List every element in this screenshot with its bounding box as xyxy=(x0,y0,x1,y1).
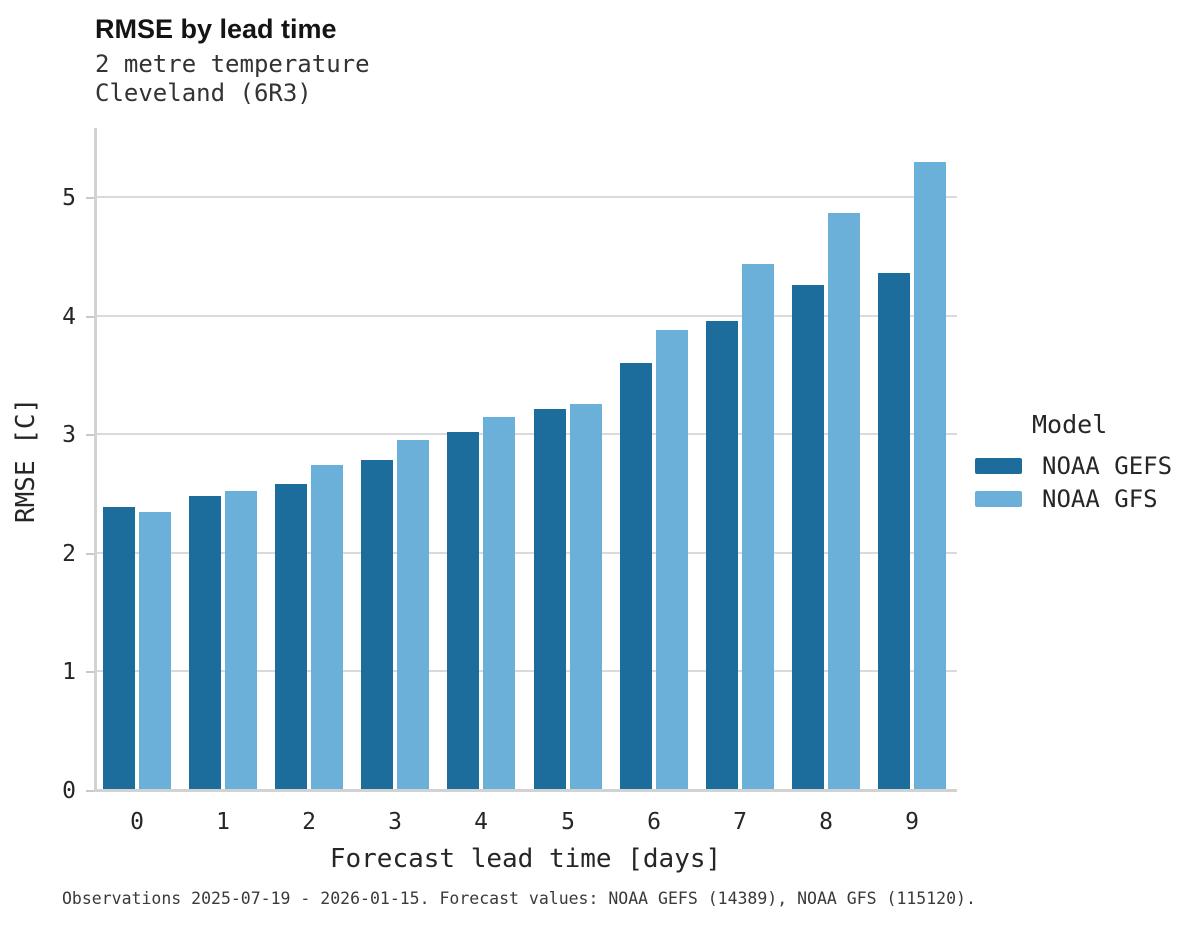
x-tick-label-4: 4 xyxy=(474,809,488,835)
bar-noaa-gfs-day-7 xyxy=(742,264,774,789)
bar-noaa-gefs-day-3 xyxy=(361,460,393,789)
y-tick-0 xyxy=(86,790,94,792)
legend-label-noaa-gefs: NOAA GEFS xyxy=(1042,451,1173,480)
x-tick-label-0: 0 xyxy=(130,809,144,835)
y-tick-label-4: 4 xyxy=(62,304,76,330)
y-axis-title: RMSE [C] xyxy=(11,397,41,523)
caption: Observations 2025-07-19 - 2026-01-15. Fo… xyxy=(62,889,976,908)
subtitle-line-1: 2 metre temperature xyxy=(95,50,370,78)
x-tick-label-5: 5 xyxy=(561,809,575,835)
x-tick-label-6: 6 xyxy=(647,809,661,835)
bar-noaa-gfs-day-8 xyxy=(828,213,860,789)
y-tick-1 xyxy=(86,671,94,673)
bar-noaa-gefs-day-7 xyxy=(706,321,738,789)
bar-noaa-gfs-day-3 xyxy=(397,440,429,789)
legend-entry-noaa-gfs: NOAA GFS xyxy=(975,482,1172,515)
x-tick-label-2: 2 xyxy=(302,809,316,835)
gridline-y-5 xyxy=(97,196,957,198)
bar-noaa-gefs-day-8 xyxy=(792,285,824,789)
subtitle-line-2: Cleveland (6R3) xyxy=(95,79,312,107)
y-tick-4 xyxy=(86,316,94,318)
x-tick-label-8: 8 xyxy=(819,809,833,835)
x-axis-title: Forecast lead time [days] xyxy=(329,844,722,874)
x-tick-label-3: 3 xyxy=(388,809,402,835)
legend-swatch-noaa-gefs xyxy=(975,457,1022,474)
y-tick-label-2: 2 xyxy=(62,541,76,567)
gridline-y-2 xyxy=(97,552,957,554)
legend-title: Model xyxy=(1032,410,1108,439)
bar-noaa-gefs-day-1 xyxy=(189,496,221,789)
bar-noaa-gfs-day-9 xyxy=(914,162,946,789)
chart-title: RMSE by lead time xyxy=(95,14,337,44)
y-tick-label-0: 0 xyxy=(62,778,76,804)
legend: Model NOAA GEFS NOAA GFS xyxy=(975,410,1172,515)
gridline-y-3 xyxy=(97,433,957,435)
y-tick-label-1: 1 xyxy=(62,659,76,685)
x-tick-label-1: 1 xyxy=(216,809,230,835)
legend-entry-noaa-gefs: NOAA GEFS xyxy=(975,449,1172,482)
bar-noaa-gfs-day-2 xyxy=(311,465,343,789)
y-tick-label-5: 5 xyxy=(62,185,76,211)
bar-noaa-gfs-day-5 xyxy=(570,404,602,789)
gridline-y-4 xyxy=(97,315,957,317)
bar-noaa-gfs-day-6 xyxy=(656,330,688,789)
bar-noaa-gefs-day-2 xyxy=(275,484,307,789)
legend-label-noaa-gfs: NOAA GFS xyxy=(1042,484,1158,513)
y-tick-2 xyxy=(86,553,94,555)
y-tick-label-3: 3 xyxy=(62,422,76,448)
plot-area xyxy=(94,128,957,792)
x-tick-label-9: 9 xyxy=(905,809,919,835)
bar-noaa-gefs-day-6 xyxy=(620,363,652,789)
bar-noaa-gfs-day-4 xyxy=(483,417,515,789)
bar-noaa-gefs-day-9 xyxy=(878,273,910,789)
bar-noaa-gfs-day-0 xyxy=(139,512,171,789)
bar-noaa-gefs-day-4 xyxy=(447,432,479,789)
chart-subtitle: 2 metre temperature Cleveland (6R3) xyxy=(95,50,370,108)
bar-noaa-gefs-day-5 xyxy=(534,409,566,789)
gridline-y-1 xyxy=(97,670,957,672)
bar-noaa-gefs-day-0 xyxy=(103,507,135,789)
x-tick-label-7: 7 xyxy=(733,809,747,835)
bar-noaa-gfs-day-1 xyxy=(225,491,257,789)
legend-swatch-noaa-gfs xyxy=(975,490,1022,507)
y-tick-5 xyxy=(86,197,94,199)
y-tick-3 xyxy=(86,434,94,436)
